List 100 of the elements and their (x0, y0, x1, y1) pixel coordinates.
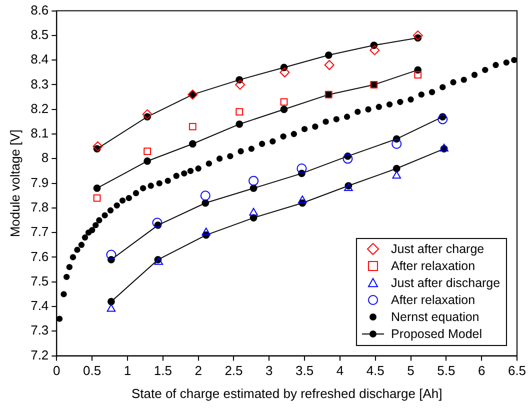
y-tick-label: 8.2 (30, 100, 49, 116)
point (164, 178, 171, 184)
point (142, 109, 152, 120)
point (114, 202, 120, 209)
point (414, 71, 422, 79)
point (270, 138, 276, 145)
point (106, 304, 116, 312)
point (156, 180, 162, 186)
x-tick-label: 0.5 (83, 363, 102, 378)
point (195, 165, 202, 172)
x-tick-label: 6 (478, 363, 486, 378)
y-tick-label: 8.1 (30, 126, 49, 141)
point (92, 141, 103, 152)
x-tick-label: 3.5 (296, 363, 314, 378)
point (438, 114, 448, 124)
point (181, 170, 188, 177)
x-tick-label: 4 (336, 363, 344, 378)
y-tick-label: 7.9 (30, 174, 49, 190)
point (144, 157, 152, 165)
point (119, 197, 126, 204)
point (106, 250, 116, 260)
x-tick-label: 5 (407, 363, 414, 378)
x-tick-label: 4.5 (366, 363, 384, 378)
point (342, 154, 353, 164)
point (235, 80, 246, 90)
point (392, 138, 402, 149)
point (503, 59, 510, 66)
point (370, 45, 380, 56)
point (102, 212, 108, 218)
point (249, 208, 258, 216)
point (200, 190, 210, 201)
point (78, 242, 85, 248)
point (248, 176, 259, 186)
point (63, 274, 70, 280)
point (238, 148, 244, 154)
point (312, 124, 318, 130)
point (344, 114, 350, 120)
x-tick-label: 2 (194, 363, 202, 378)
y-tick-label: 8.4 (30, 52, 49, 67)
point (108, 298, 115, 306)
point (126, 194, 132, 202)
point (152, 218, 162, 228)
point (376, 104, 382, 110)
point (471, 72, 478, 78)
point (236, 120, 244, 128)
point (216, 156, 223, 162)
point (250, 184, 258, 192)
point (93, 194, 101, 202)
point (397, 98, 404, 106)
point (148, 182, 154, 189)
point (408, 96, 414, 103)
point (492, 62, 499, 68)
y-tick-label: 7.6 (30, 248, 49, 264)
point (236, 108, 244, 116)
point (412, 30, 423, 40)
point (290, 130, 298, 138)
point (187, 168, 194, 174)
x-tick-label: 0 (53, 363, 60, 378)
legend-label: Nernst equation (391, 310, 480, 324)
point (298, 196, 307, 204)
point (280, 106, 288, 114)
y-tick-label: 7.5 (30, 273, 49, 288)
legend-label: Proposed Model (391, 327, 482, 342)
point (324, 60, 334, 70)
point (280, 98, 288, 106)
point (482, 66, 488, 74)
point (428, 89, 436, 96)
x-tick-label: 5.5 (437, 363, 456, 378)
point (70, 254, 76, 260)
point (93, 184, 101, 192)
point (258, 140, 266, 147)
y-tick-label: 7.7 (30, 224, 49, 240)
legend-label: Just after charge (391, 242, 484, 256)
point (188, 140, 196, 148)
y-tick-label: 8 (41, 150, 49, 166)
point (132, 190, 140, 196)
point (365, 106, 372, 112)
point (173, 172, 180, 180)
point (324, 51, 332, 59)
legend-label: After relaxation (391, 259, 476, 274)
x-tick-label: 1 (124, 363, 132, 378)
point (386, 101, 393, 108)
y-axis-title: Module voltage [V] (7, 129, 22, 238)
point (333, 116, 340, 122)
y-tick-label: 8.6 (30, 2, 49, 18)
point (248, 146, 255, 152)
point (188, 122, 196, 130)
point (511, 56, 517, 64)
point (144, 148, 152, 155)
x-tick-label: 2.5 (224, 363, 243, 378)
point (202, 199, 210, 207)
point (92, 222, 99, 228)
point (354, 108, 361, 115)
point (82, 234, 88, 241)
point (392, 164, 400, 172)
point (322, 118, 329, 125)
point (107, 207, 114, 214)
point (140, 185, 146, 192)
point (280, 67, 290, 78)
point (88, 227, 96, 234)
